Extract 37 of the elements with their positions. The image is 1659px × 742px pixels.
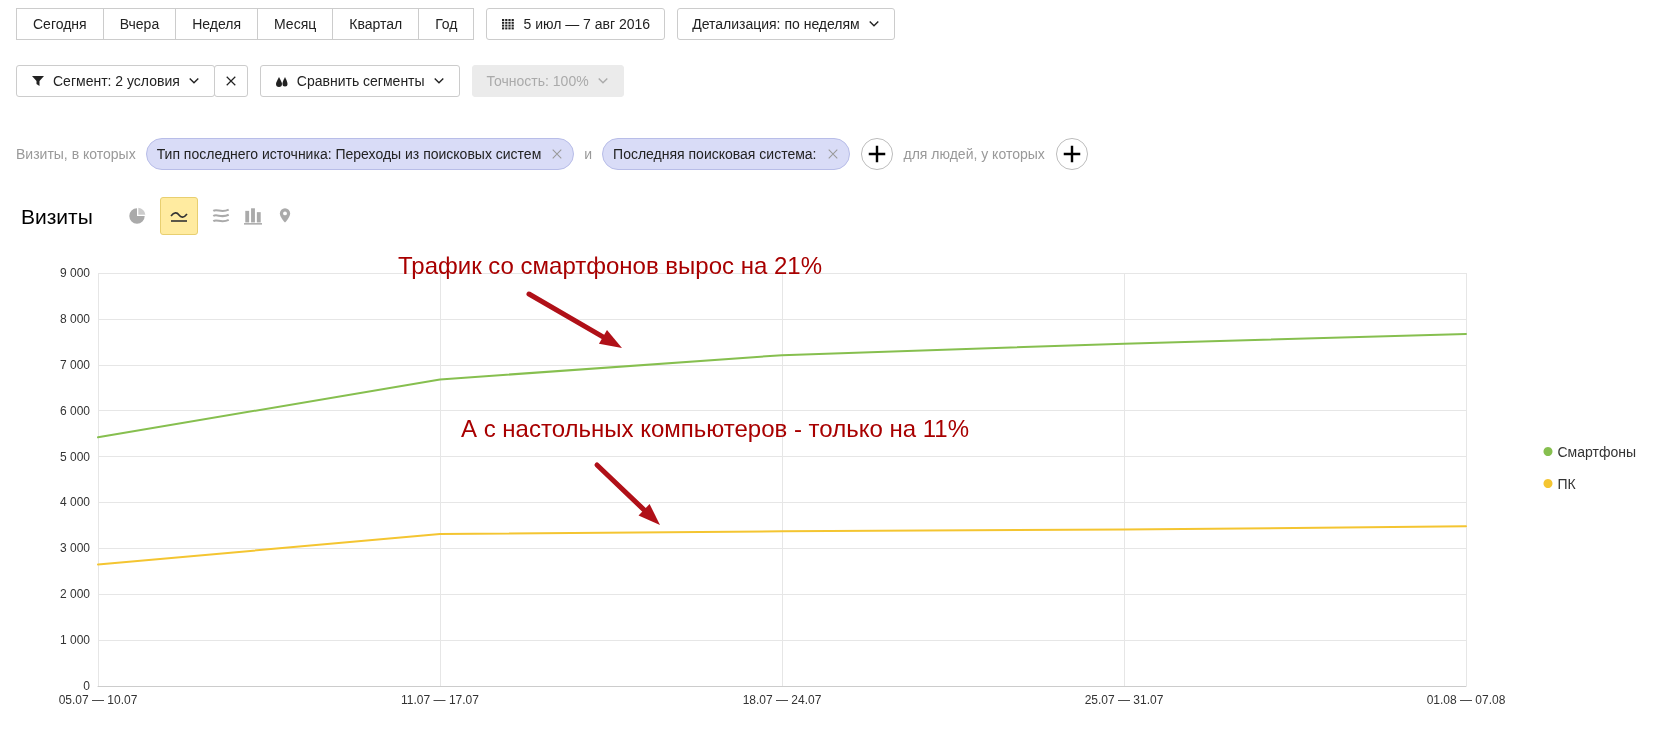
text: Визиты, в которых: [16, 146, 136, 162]
text: и: [584, 146, 593, 162]
text: Тип последнего источника: Переходы из поисковых систем: [145, 138, 575, 170]
y-tick-label: 3 000: [59, 541, 91, 556]
text: 5 июл — 7 авг 2016: [486, 8, 666, 40]
x-tick-label: 11.07 — 17.07: [401, 693, 480, 707]
y-tick-label: 6 000: [59, 403, 91, 418]
x-tick-label: 05.07 — 10.07: [58, 693, 138, 707]
text: Месяц: [257, 8, 334, 40]
text: Точность: 100%: [471, 65, 624, 97]
text: Сравнить сегменты: [259, 65, 460, 97]
text: Детализация: по неделям: [677, 8, 895, 40]
line-series: [97, 525, 1467, 566]
x-tick-label: 25.07 — 31.07: [1084, 693, 1164, 707]
y-tick-label: 4 000: [59, 495, 91, 510]
x-tick-label: 18.07 — 24.07: [742, 693, 822, 707]
annotation: Трафик со смартфонов вырос на 21%: [396, 252, 824, 280]
text: Сегодня: [16, 8, 104, 40]
y-tick-label: 8 000: [59, 311, 91, 326]
text: Неделя: [175, 8, 259, 40]
y-tick-label: 5 000: [59, 449, 91, 464]
text: для людей, у которых: [903, 146, 1045, 162]
text: Последняя поисковая система:: [602, 138, 850, 170]
legend-label: Смартфоны: [1557, 443, 1636, 460]
annotation: А с настольных компьютеров - только на 11%: [460, 415, 970, 443]
y-tick-label: 7 000: [59, 357, 91, 372]
y-tick-label: 2 000: [59, 587, 91, 602]
text: Вчера: [102, 8, 177, 40]
y-tick-label: 1 000: [59, 633, 91, 648]
chart-title: Визиты: [21, 205, 93, 228]
legend-label: ПК: [1557, 475, 1577, 492]
x-tick-label: 01.08 — 07.08: [1426, 693, 1506, 707]
text: Год: [418, 8, 475, 40]
text: Квартал: [332, 8, 420, 40]
y-tick-label: 0: [83, 679, 91, 693]
y-tick-label: 9 000: [59, 266, 91, 280]
text: Сегмент: 2 условия: [16, 65, 215, 97]
